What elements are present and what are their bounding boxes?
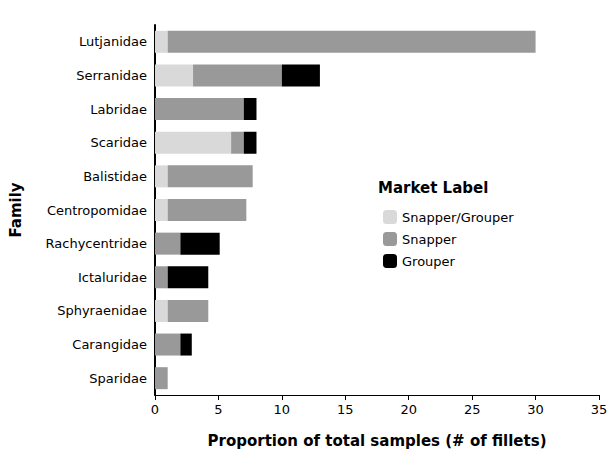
svg-text:Sphyraenidae: Sphyraenidae (57, 303, 147, 318)
svg-text:Family: Family (7, 182, 25, 237)
svg-text:Grouper: Grouper (402, 254, 456, 269)
svg-text:Proportion of total samples (#: Proportion of total samples (# of fillet… (208, 432, 547, 450)
svg-text:Snapper: Snapper (402, 232, 457, 247)
svg-text:Lutjanidae: Lutjanidae (79, 34, 147, 49)
svg-text:Carangidae: Carangidae (72, 337, 147, 352)
svg-text:Snapper/Grouper: Snapper/Grouper (402, 210, 514, 225)
svg-text:5: 5 (214, 402, 222, 417)
svg-text:0: 0 (151, 402, 159, 417)
svg-text:Ictaluridae: Ictaluridae (78, 270, 147, 285)
svg-text:30: 30 (527, 402, 544, 417)
svg-text:Scaridae: Scaridae (90, 135, 147, 150)
svg-text:Sparidae: Sparidae (89, 371, 147, 386)
svg-text:10: 10 (274, 402, 291, 417)
svg-text:Balistidae: Balistidae (83, 169, 147, 184)
svg-text:25: 25 (464, 402, 481, 417)
svg-text:Labridae: Labridae (90, 102, 147, 117)
svg-text:35: 35 (591, 402, 608, 417)
svg-text:20: 20 (400, 402, 417, 417)
svg-text:Serranidae: Serranidae (76, 68, 147, 83)
svg-text:15: 15 (337, 402, 354, 417)
svg-text:Market Label: Market Label (378, 179, 488, 197)
svg-text:Rachycentridae: Rachycentridae (46, 236, 147, 251)
svg-text:Centropomidae: Centropomidae (47, 203, 147, 218)
